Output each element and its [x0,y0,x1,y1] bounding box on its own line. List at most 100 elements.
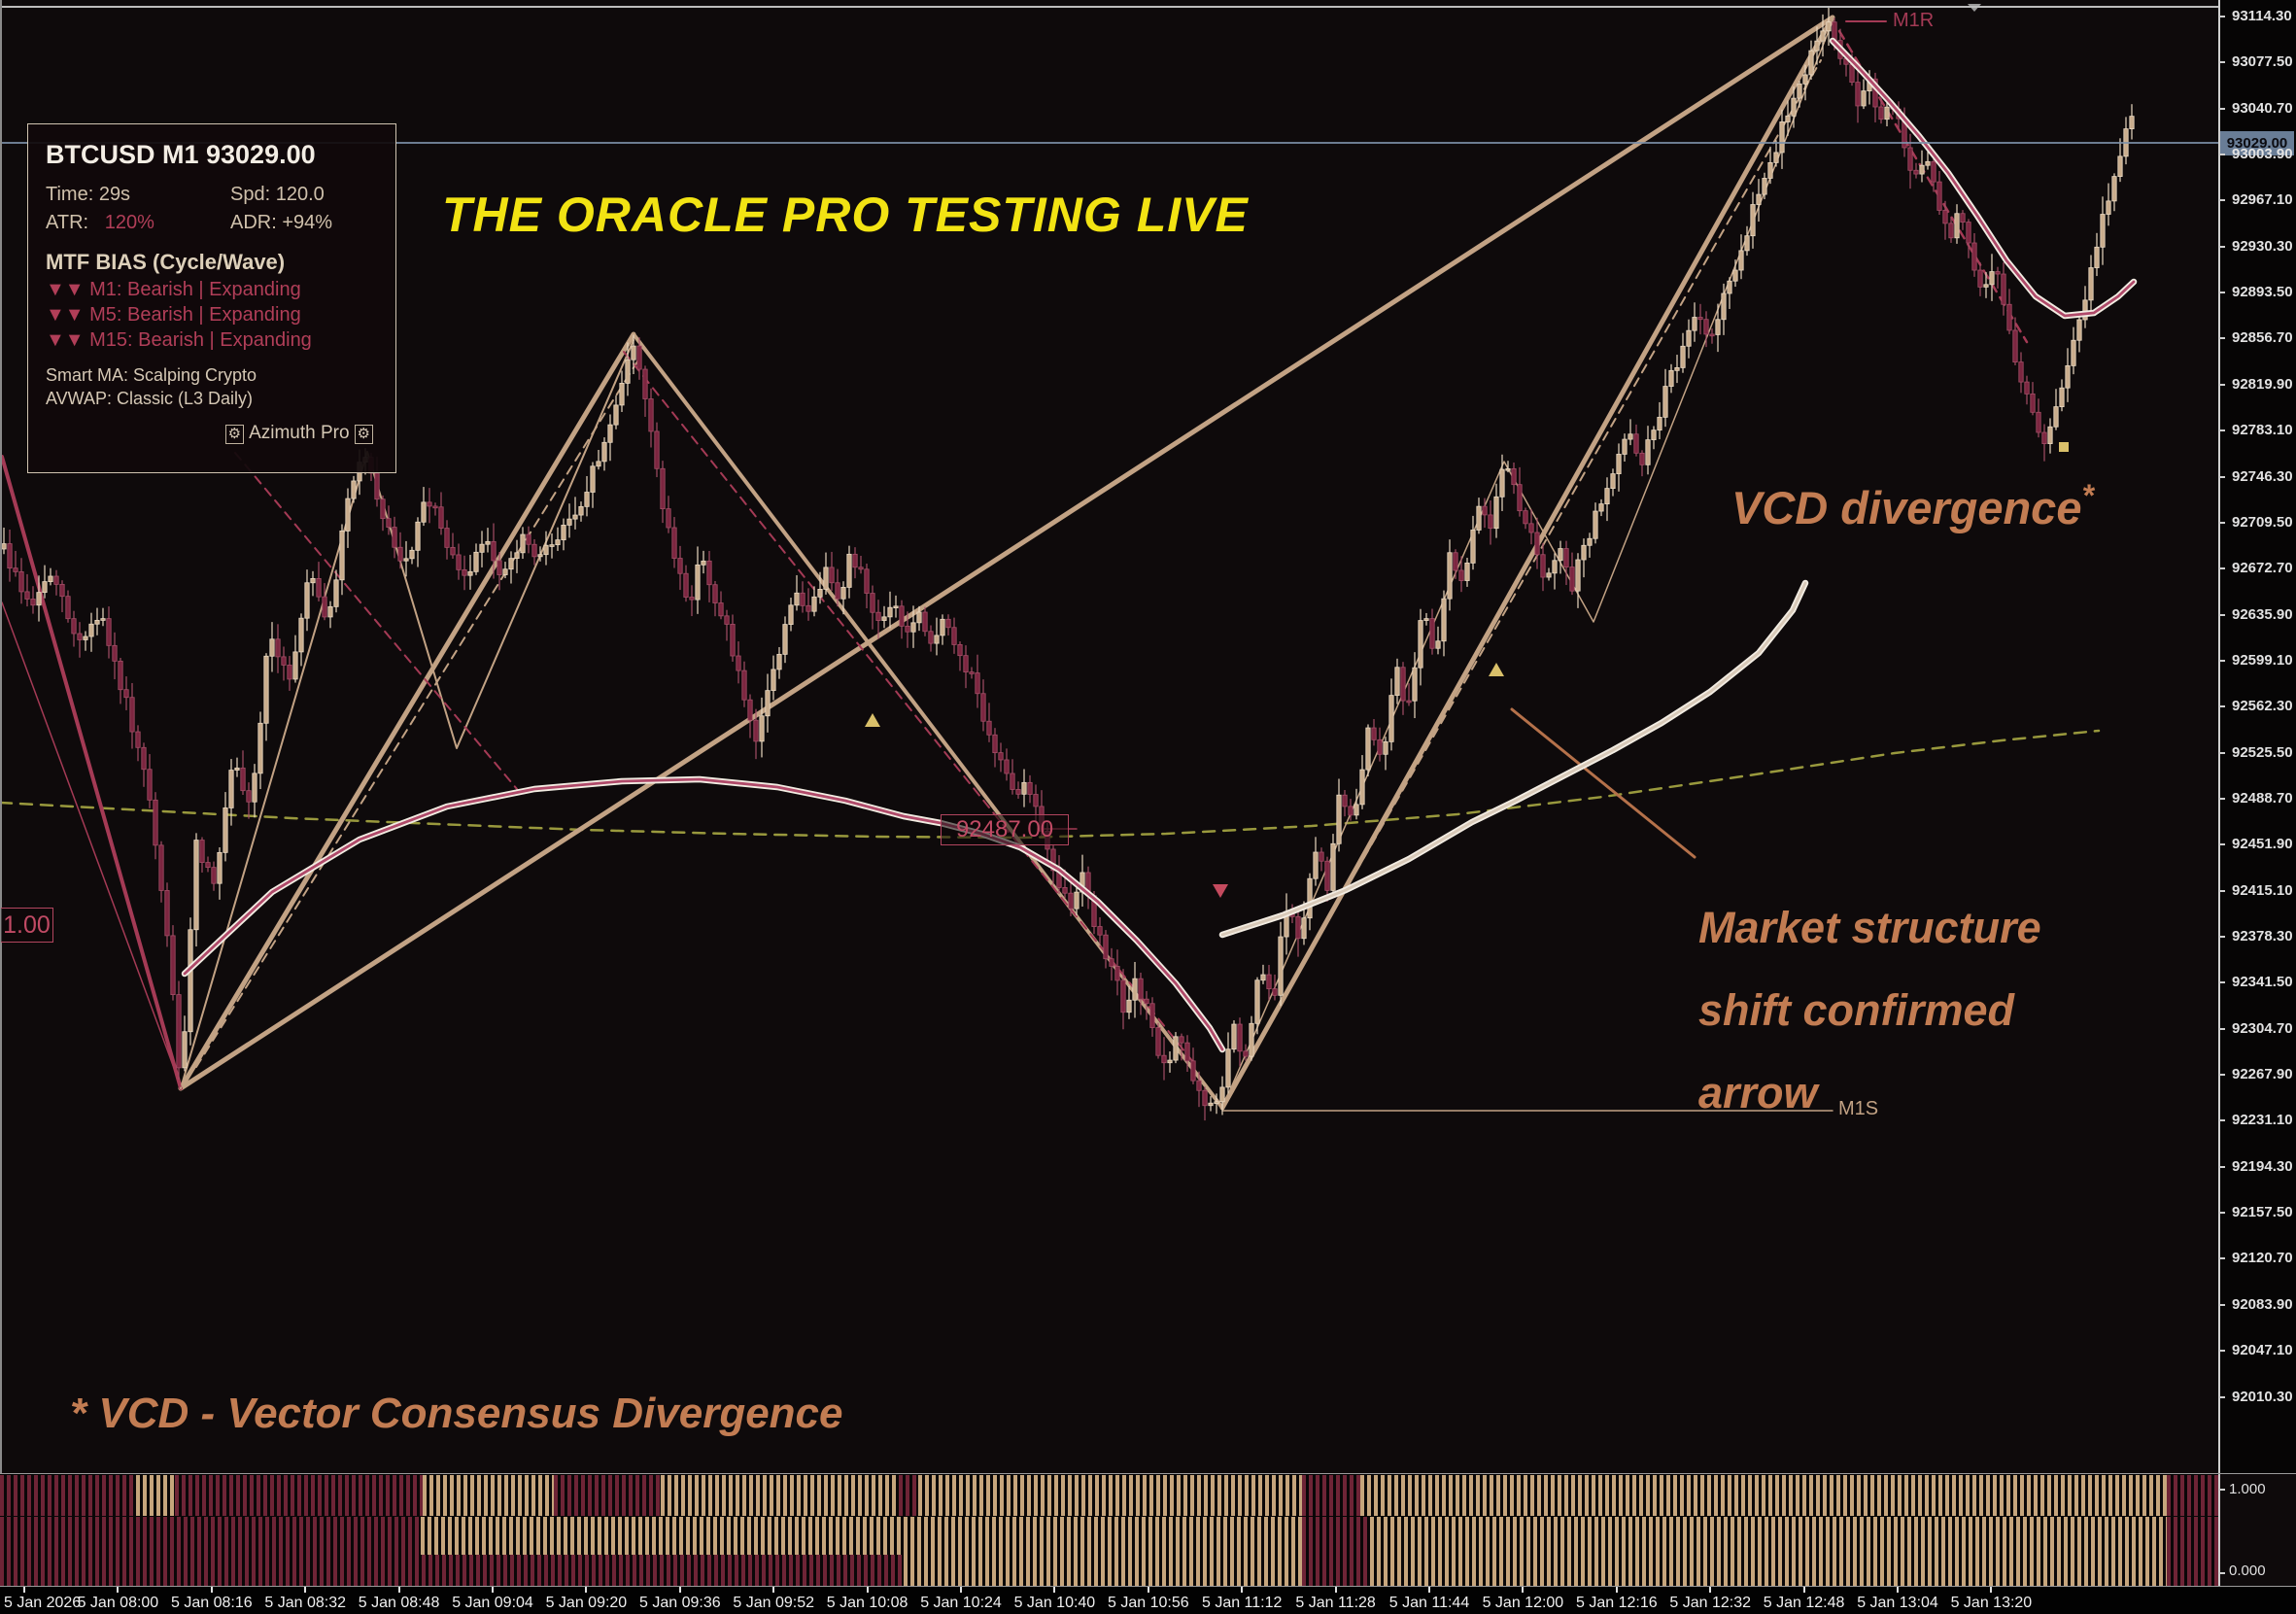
ma-layer [181,37,2138,1053]
price-tick-label: 92967.10 [2232,191,2293,209]
price-tick-label: 93040.70 [2232,99,2293,117]
price-tick-label: 92341.50 [2232,974,2293,991]
price-tick-mark [2218,383,2225,386]
indicator-subwindow[interactable]: The Oracle Pro M1 [M5+M15] 1.000 0.667 0… [0,1474,2218,1586]
time-tick-label: 5 Jan 10:24 [920,1595,1002,1611]
time-tick-mark [678,1587,681,1593]
time-tick-label: 5 Jan 2026 [4,1595,82,1611]
consensus-stripe-segment [918,1475,1302,1516]
time-tick-label: 5 Jan 13:04 [1857,1595,1938,1611]
consensus-stripe-segment [175,1475,423,1516]
sub-axis-tick [2218,1572,2225,1574]
price-tick-mark [2218,292,2225,294]
swing-label-m1s: M1S [1838,1098,1879,1119]
bias-m1: ▼▼ M1: Bearish | Expanding [46,279,301,300]
candlestick-chart-canvas[interactable] [0,0,2218,1473]
consensus-stripe-segment [2167,1475,2218,1516]
price-tick-label: 92120.70 [2232,1250,2293,1267]
time-tick-label: 5 Jan 08:32 [264,1595,346,1611]
price-tag-left: 1.00 [1,908,53,943]
price-tick-mark [2218,889,2225,892]
price-tick-label: 92819.90 [2232,375,2293,393]
consensus-stripe-segment [0,1475,136,1516]
time-tick-mark [960,1587,962,1593]
price-tick-label: 92783.10 [2232,422,2293,439]
price-tick-mark [2218,1350,2225,1353]
price-tick-label: 92488.70 [2232,789,2293,807]
sub-axis-top: 1.000 [2229,1481,2266,1497]
time-tick-mark [585,1587,588,1593]
price-tick-label: 93114.30 [2232,8,2292,24]
price-tick-mark [2218,1212,2225,1215]
time-tick-mark [1709,1587,1712,1593]
price-tick-label: 92672.70 [2232,560,2293,577]
price-tick-mark [2218,1119,2225,1122]
price-axis[interactable]: 93029.00 93114.30 93077.50 93040.70 93003.9… [2218,0,2296,1473]
price-tick-mark [2218,1074,2225,1077]
time-tick-label: 5 Jan 10:56 [1107,1595,1189,1611]
price-tick-label: 93077.50 [2232,53,2293,71]
time-tick-mark [772,1587,775,1593]
current-price-badge: 93029.00 [2220,131,2294,155]
price-tick-mark [2218,521,2225,524]
current-price-line [0,142,2218,144]
atr-value: 120% [104,212,154,233]
price-tick-mark [2218,1303,2225,1306]
consensus-stripe-segment [554,1475,661,1516]
time-tick-label: 5 Jan 09:04 [452,1595,533,1611]
price-tick-mark [2218,843,2225,846]
price-tick-label: 92930.30 [2232,237,2293,255]
price-axis-line [2218,0,2220,1586]
time-tick-label: 5 Jan 12:00 [1482,1595,1564,1611]
consensus-stripe-segment [661,1475,899,1516]
window-left-border [0,0,2,1586]
smart-ma-setting: Smart MA: Scalping Crypto [46,365,257,385]
avwap-layer [0,729,2101,840]
time-tick-mark [210,1587,213,1593]
time-axis[interactable]: 5 Jan 2026 5 Jan 08:00 5 Jan 08:16 5 Jan 08… [0,1587,2296,1614]
price-tick-mark [2218,936,2225,938]
time-tick-mark [1428,1587,1430,1593]
price-tick-mark [2218,337,2225,340]
time-tick-mark [1615,1587,1618,1593]
consensus-stripe-segment [1302,1475,1360,1516]
gear-icon[interactable]: ⚙ [224,425,245,444]
time-tick-mark [1241,1587,1244,1593]
price-tick-label: 92083.90 [2232,1295,2293,1313]
time-tick-label: 5 Jan 08:00 [77,1595,159,1611]
time-tick-label: 5 Jan 13:20 [1950,1595,2033,1611]
consensus-stripe-segment [0,1555,904,1586]
time-tick-label: 5 Jan 08:16 [170,1595,253,1611]
price-tick-mark [2218,154,2225,156]
price-tick-mark [2218,1027,2225,1030]
price-tag-92487: 92487.00 [941,814,1069,845]
consensus-stripe-segment [2167,1555,2218,1586]
time-tick-label: 5 Jan 09:52 [733,1595,814,1611]
consensus-stripe-segment [1370,1517,2167,1555]
consensus-stripe-segment [1360,1475,2167,1516]
price-tick-mark [2218,61,2225,64]
price-tick-label: 92709.50 [2232,513,2293,531]
time-tick-mark [117,1587,120,1593]
price-tick-label: 92635.90 [2232,605,2293,623]
time-tick-label: 5 Jan 12:32 [1669,1595,1751,1611]
time-tick-mark [1897,1587,1899,1593]
consensus-stripe-segment [423,1475,554,1516]
price-tick-mark [2218,567,2225,570]
consensus-stripe-segment [1370,1555,2167,1586]
price-tick-mark [2218,797,2225,800]
consensus-stripe-segment [1302,1555,1370,1586]
sub-axis-tick [2218,1489,2225,1491]
time-tick-label: 5 Jan 11:12 [1201,1595,1283,1611]
subwindow-separator[interactable] [0,1473,2296,1474]
consensus-stripe-segment [421,1517,1302,1555]
price-tick-label: 92562.30 [2232,698,2293,715]
consensus-stripe-segment [2167,1517,2218,1555]
gear-icon[interactable]: ⚙ [354,425,373,444]
time-tick-label: 5 Jan 11:44 [1388,1595,1470,1611]
adr-value: ADR: +94% [230,212,333,233]
consensus-stripe-segment [0,1517,421,1555]
price-tick-mark [2218,981,2225,984]
price-tick-mark [2218,659,2225,662]
